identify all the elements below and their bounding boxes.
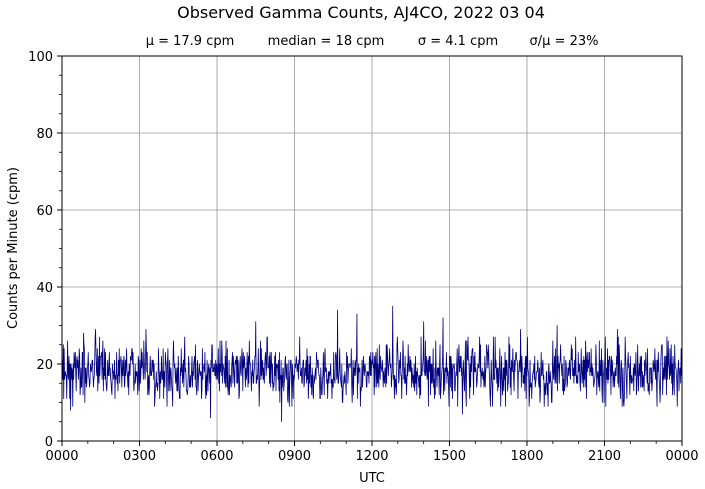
y-tick-label-4: 80: [36, 127, 53, 142]
x-tick-label-4: 1200: [355, 449, 388, 464]
x-tick-label-8: 0000: [665, 449, 698, 464]
y-tick-label-0: 0: [45, 435, 53, 450]
chart-title: Observed Gamma Counts, AJ4CO, 2022 03 04: [177, 3, 545, 22]
grid-lines: [62, 56, 682, 441]
stat-median: median = 18 cpm: [268, 34, 385, 49]
x-tick-label-3: 0900: [278, 449, 311, 464]
x-tick-label-7: 2100: [588, 449, 621, 464]
series-layer: [62, 305, 682, 423]
stat-sigma: σ = 4.1 cpm: [418, 34, 498, 49]
x-axis-label: UTC: [359, 471, 385, 486]
x-tick-label-5: 1500: [433, 449, 466, 464]
axes-layer: 0000 0300 0600 0900 1200 1500 1800 2100 00000204…: [28, 50, 698, 464]
x-tick-label-2: 0600: [200, 449, 233, 464]
x-tick-label-6: 1800: [510, 449, 543, 464]
y-tick-label-3: 60: [36, 204, 53, 219]
x-tick-label-0: 0000: [45, 449, 78, 464]
stat-mean: μ = 17.9 cpm: [146, 34, 235, 49]
y-tick-label-5: 100: [28, 50, 53, 65]
stat-cv: σ/μ = 23%: [530, 34, 599, 49]
y-axis-label: Counts per Minute (cpm): [6, 167, 21, 329]
x-tick-label-1: 0300: [123, 449, 156, 464]
series-line-gamma-counts: [62, 305, 682, 423]
y-tick-label-2: 40: [36, 281, 53, 296]
y-tick-label-1: 20: [36, 358, 53, 373]
